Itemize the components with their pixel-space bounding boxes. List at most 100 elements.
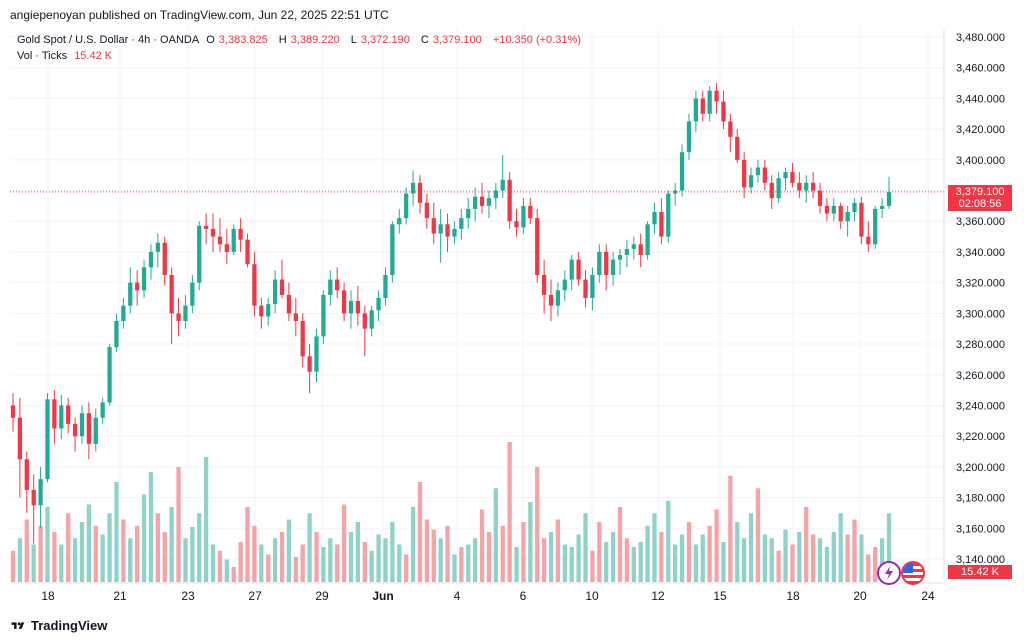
volume-bar [390,522,395,582]
volume-bar [100,534,105,582]
volume-bar [824,547,830,582]
volume-bar [645,525,650,582]
volume-bar [679,534,685,582]
candle-body [176,313,181,322]
y-tick-label: 3,200.000 [956,462,1005,474]
change-value: +10.350 (+0.31%) [492,34,581,46]
candle-body [762,167,767,183]
volume-bar [728,475,733,582]
candle-body [742,159,747,188]
candle-body [555,290,561,306]
candle-body [721,101,726,122]
volume-bar [86,504,92,582]
volume-bar [197,513,202,582]
candle-body [617,255,623,260]
y-tick-label: 3,400.000 [956,155,1005,167]
candle-body [369,310,374,329]
candle-body [728,121,733,137]
volume-bar [24,519,29,582]
candle-body [645,224,650,256]
candle-body [597,251,602,275]
x-tick-label: 24 [921,589,935,603]
candle-body [224,244,229,252]
candle-body [507,179,512,222]
candle-body [31,489,36,506]
volume-bar [362,542,367,582]
volume-bar [790,544,795,582]
open-value: 3,383.825 [218,34,268,46]
candle-body [307,356,312,372]
tradingview-logo-icon [11,621,25,629]
candle-body [197,225,202,283]
volume-bar [886,513,892,582]
candle-body [279,279,285,295]
candle-body [452,228,457,237]
candle-body [679,152,685,191]
volume-bar [293,557,298,582]
x-tick-label: 4 [454,589,461,603]
x-tick-label: 6 [520,589,527,603]
low-value: 3,372.190 [360,34,410,46]
volume-bar [452,554,457,582]
y-tick-label: 3,180.000 [956,493,1005,505]
volume-bar [355,522,361,582]
candle-body [162,242,167,275]
candle-body [217,236,223,245]
candle-body [569,259,574,280]
x-tick-label: 21 [113,589,127,603]
candle-body [114,321,119,348]
volume-bar [783,529,788,582]
publisher-line: angiepenoyan published on TradingView.co… [10,8,389,22]
volume-bar [417,482,423,582]
candle-body [514,221,519,228]
volume-bar [72,538,78,582]
candle-body [86,413,92,444]
y-tick-label: 3,440.000 [956,93,1005,105]
candle-body [473,196,478,209]
candle-body [348,301,354,314]
candle-body [831,205,836,214]
candle-body [638,244,643,256]
candle-body [590,274,595,298]
y-tick-label: 3,280.000 [956,339,1005,351]
volume-bar [259,544,264,582]
volume-bar [431,529,436,582]
volume-bars [10,442,892,582]
volume-bar [155,513,160,582]
candle-body [686,121,692,153]
candle-body [190,282,195,306]
candle-body [541,274,547,295]
flash-icon[interactable] [877,561,901,585]
candle-body [817,190,823,206]
candle-body [376,298,381,311]
volume-bar [445,525,450,582]
symbol-label[interactable]: Gold Spot / U.S. Dollar · 4h · OANDA [17,34,200,46]
x-tick-label: 23 [181,589,195,603]
volume-bar [479,509,485,582]
volume-bar [707,525,712,582]
candle-body [631,244,636,249]
volume-bar [597,522,602,582]
volume-bar [859,534,864,582]
volume-bar [245,507,250,582]
volume-value: 15.42 K [74,50,113,62]
volume-bar [279,532,285,582]
volume-label[interactable]: Vol · Ticks [17,50,68,62]
volume-bar [66,513,71,582]
candle-body [486,198,492,206]
candle-body [521,205,526,228]
footer-brand[interactable]: TradingView [10,618,107,633]
volume-bar [762,534,767,582]
candle-body [824,205,830,214]
candle-body [293,313,298,322]
volume-bar [514,547,519,582]
volume-bar [569,547,574,582]
candle-body [238,228,243,240]
candle-body [652,212,657,225]
volume-bar [714,509,719,582]
volume-bar [804,507,809,582]
candle-body [804,182,809,191]
volume-bar [735,522,740,582]
us-flag-icon[interactable] [901,561,925,585]
